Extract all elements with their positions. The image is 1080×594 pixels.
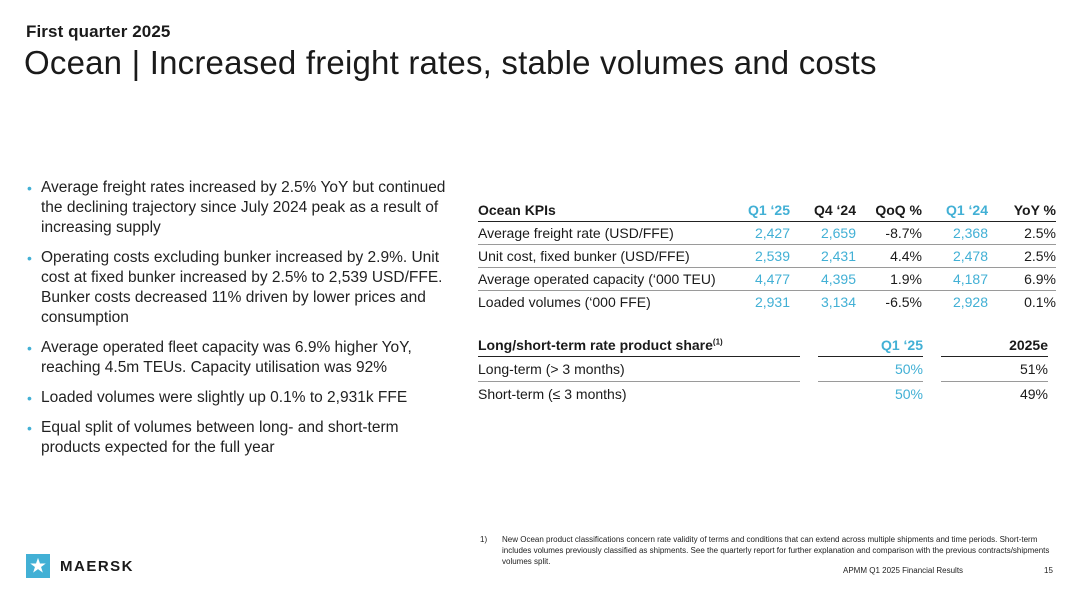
bullet-item: • Average freight rates increased by 2.5%… (26, 178, 446, 238)
bullet-item: • Average operated fleet capacity was 6.9… (26, 338, 446, 378)
kpi-header-q1-25: Q1 ‘25 (722, 198, 790, 222)
maersk-star-icon (26, 554, 50, 578)
bullet-dot-icon: • (27, 390, 32, 406)
kpi-cell: 4,187 (922, 267, 988, 291)
kpi-cell: 2,478 (922, 244, 988, 268)
kpi-cell: 2,431 (790, 244, 856, 268)
bullet-dot-icon: • (27, 420, 32, 436)
kpi-cell: 4,395 (790, 267, 856, 291)
table-row: Unit cost, fixed bunker (USD/FFE) 2,539 … (478, 244, 1056, 268)
kpi-header-label: Ocean KPIs (478, 198, 722, 222)
footnote: 1) New Ocean product classifications con… (480, 534, 1052, 567)
footnote-text: New Ocean product classifications concer… (502, 535, 1050, 566)
page-number: 15 (1044, 566, 1053, 575)
kpi-row-label: Average freight rate (USD/FFE) (478, 221, 722, 245)
kpi-header-yoy: YoY % (988, 198, 1056, 222)
share-cell: 50% (894, 386, 923, 403)
footnote-number: 1) (480, 535, 488, 544)
column-gap (923, 333, 941, 357)
kpi-cell: 2,427 (722, 221, 790, 245)
kpi-cell: 2,539 (722, 244, 790, 268)
table-row: Loaded volumes (‘000 FFE) 2,931 3,134 -6… (478, 291, 1056, 314)
kpi-row-label: Loaded volumes (‘000 FFE) (478, 294, 651, 311)
share-header-row: Long/short-term rate product share(1) Q1… (478, 333, 1048, 357)
kpi-cell: 6.9% (988, 267, 1056, 291)
bullet-dot-icon: • (27, 340, 32, 356)
kpi-cell: 2,659 (790, 221, 856, 245)
bullet-text: Average freight rates increased by 2.5% … (41, 179, 446, 236)
bullet-item: • Equal split of volumes between long- an… (26, 418, 446, 458)
kpi-cell: 1.9% (856, 267, 922, 291)
kpi-cell: 2.5% (988, 244, 1056, 268)
share-row-label: Long-term (> 3 months) (478, 356, 800, 382)
bullet-dot-icon: • (27, 180, 32, 196)
share-header-label: Long/short-term rate product share(1) (478, 333, 800, 357)
share-row-label: Short-term (≤ 3 months) (478, 386, 627, 403)
kpi-header-qoq: QoQ % (856, 198, 922, 222)
column-gap (923, 357, 941, 382)
footnote-ref: (1) (712, 337, 723, 347)
bullet-item: • Loaded volumes were slightly up 0.1% to… (26, 388, 446, 408)
share-header-q1-25: Q1 ‘25 (818, 333, 923, 357)
footer-source: APMM Q1 2025 Financial Results (843, 566, 964, 575)
bullet-dot-icon: • (27, 250, 32, 266)
kpi-cell: 0.1% (1024, 294, 1056, 311)
share-cell: 51% (941, 356, 1048, 382)
bullet-list: • Average freight rates increased by 2.5%… (26, 178, 446, 468)
kpi-cell: 3,134 (820, 294, 856, 311)
column-gap (923, 382, 941, 407)
maersk-logo: MAERSK (26, 554, 134, 578)
kpi-row-label: Average operated capacity (‘000 TEU) (478, 267, 722, 291)
kpi-header-q1-24: Q1 ‘24 (922, 198, 988, 222)
bullet-text: Loaded volumes were slightly up 0.1% to … (41, 389, 408, 406)
kpi-cell: 4.4% (856, 244, 922, 268)
star-icon (30, 557, 46, 573)
ocean-kpi-table: Ocean KPIs Q1 ‘25 Q4 ‘24 QoQ % Q1 ‘24 Yo… (478, 198, 1056, 314)
table-row: Long-term (> 3 months) 50% 51% (478, 356, 1048, 382)
bullet-text: Equal split of volumes between long- and… (41, 419, 399, 456)
share-cell: 49% (1019, 386, 1048, 403)
bullet-text: Average operated fleet capacity was 6.9%… (41, 339, 412, 376)
kpi-header-row: Ocean KPIs Q1 ‘25 Q4 ‘24 QoQ % Q1 ‘24 Yo… (478, 198, 1056, 222)
rate-product-share-table: Long/short-term rate product share(1) Q1… (478, 333, 1048, 407)
share-cell: 50% (818, 356, 923, 382)
kpi-header-q4-24: Q4 ‘24 (790, 198, 856, 222)
section-kicker: First quarter 2025 (26, 22, 171, 41)
kpi-cell: -6.5% (885, 294, 922, 311)
kpi-row-label: Unit cost, fixed bunker (USD/FFE) (478, 244, 722, 268)
share-header-text: Long/short-term rate product share (478, 337, 713, 353)
kpi-cell: 2,928 (952, 294, 988, 311)
kpi-cell: 2,931 (754, 294, 790, 311)
brand-wordmark: MAERSK (60, 557, 135, 575)
bullet-item: • Operating costs excluding bunker increa… (26, 248, 446, 328)
share-header-2025e: 2025e (941, 333, 1048, 357)
bullet-text: Operating costs excluding bunker increas… (41, 249, 443, 326)
page-title: Ocean | Increased freight rates, stable … (24, 44, 877, 81)
kpi-cell: 2.5% (988, 221, 1056, 245)
kpi-cell: 4,477 (722, 267, 790, 291)
column-gap (800, 357, 818, 382)
table-row: Average operated capacity (‘000 TEU) 4,4… (478, 267, 1056, 291)
table-row: Average freight rate (USD/FFE) 2,427 2,6… (478, 221, 1056, 245)
kpi-cell: 2,368 (922, 221, 988, 245)
column-gap (800, 333, 818, 357)
column-gap (800, 382, 818, 407)
table-row: Short-term (≤ 3 months) 50% 49% (478, 382, 1048, 407)
kpi-cell: -8.7% (856, 221, 922, 245)
